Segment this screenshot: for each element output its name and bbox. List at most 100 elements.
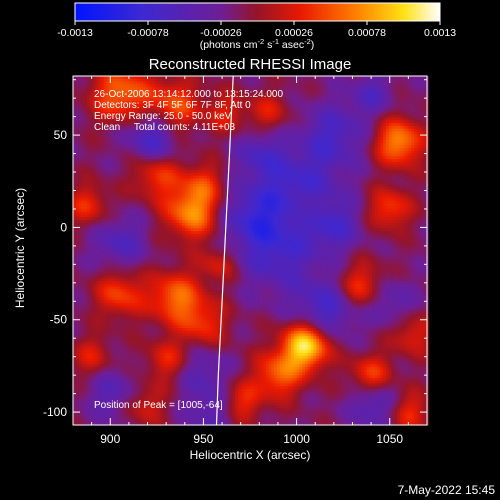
heatmap-cell	[318, 128, 323, 132]
heatmap-cell	[154, 167, 158, 171]
heatmap-cell	[310, 178, 314, 182]
heatmap-cell	[142, 172, 147, 177]
heatmap-cell	[338, 161, 342, 166]
heatmap-cell	[103, 153, 108, 157]
heatmap-cell	[260, 114, 264, 119]
heatmap-cell	[346, 117, 351, 121]
heatmap-cell	[310, 167, 314, 171]
heatmap-cell	[327, 148, 331, 152]
heatmap-cell	[173, 100, 177, 105]
heatmap-cell	[386, 148, 390, 152]
heatmap-cell	[156, 117, 161, 121]
heatmap-cell	[92, 109, 96, 113]
heatmap-cell	[413, 136, 418, 141]
heatmap-cell	[346, 181, 351, 185]
heatmap-cell	[154, 148, 158, 152]
heatmap-cell	[204, 139, 208, 144]
heatmap-cell	[405, 128, 409, 132]
heatmap-cell	[271, 125, 275, 130]
heatmap-cell	[100, 100, 105, 105]
heatmap-cell	[207, 84, 211, 88]
heatmap-cell	[302, 106, 306, 110]
heatmap-cell	[380, 159, 384, 163]
heatmap-cell	[277, 131, 281, 135]
heatmap-cell	[274, 178, 278, 182]
heatmap-cell	[377, 161, 382, 166]
heatmap-cell	[198, 109, 203, 113]
heatmap-cell	[268, 136, 273, 141]
heatmap-cell	[117, 148, 122, 152]
heatmap-cell	[249, 145, 253, 149]
heatmap-cell	[416, 112, 421, 116]
heatmap-cell	[346, 76, 351, 80]
heatmap-cell	[131, 117, 136, 121]
heatmap-cell	[391, 142, 395, 146]
heatmap-cell	[92, 112, 96, 116]
heatmap-cell	[293, 170, 298, 174]
heatmap-cell	[422, 76, 426, 80]
heatmap-cell	[75, 172, 80, 177]
heatmap-cell	[411, 156, 415, 160]
heatmap-cell	[402, 153, 407, 157]
heatmap-cell	[274, 120, 278, 124]
heatmap-cell	[363, 92, 368, 96]
heatmap-cell	[316, 156, 320, 160]
heatmap-cell	[103, 123, 108, 127]
heatmap-cell	[383, 81, 387, 85]
heatmap-cell	[402, 142, 407, 146]
heatmap-cell	[290, 109, 295, 113]
heatmap-cell	[349, 123, 354, 127]
heatmap-cell	[290, 117, 295, 121]
heatmap-cell	[198, 100, 203, 105]
heatmap-cell	[151, 106, 155, 110]
heatmap-cell	[386, 159, 390, 163]
heatmap-cell	[223, 87, 228, 91]
heatmap-cell	[335, 170, 340, 174]
heatmap-cell	[285, 172, 289, 177]
heatmap-cell	[399, 103, 404, 108]
heatmap-cell	[335, 109, 340, 113]
heatmap-cell	[397, 139, 401, 144]
heatmap-cell	[237, 92, 242, 96]
heatmap-cell	[388, 81, 393, 85]
heatmap-cell	[363, 156, 368, 160]
heatmap-cell	[75, 131, 80, 135]
heatmap-cell	[288, 181, 292, 185]
heatmap-cell	[237, 106, 242, 110]
heatmap-cell	[89, 100, 94, 105]
heatmap-cell	[181, 131, 186, 135]
heatmap-cell	[251, 136, 256, 141]
heatmap-cell	[243, 98, 247, 102]
heatmap-cell	[232, 84, 236, 88]
heatmap-cell	[145, 134, 150, 138]
heatmap-cell	[198, 114, 203, 119]
heatmap-cell	[397, 142, 401, 146]
heatmap-cell	[302, 123, 306, 127]
heatmap-cell	[109, 184, 113, 188]
heatmap-cell	[78, 128, 82, 132]
heatmap-cell	[422, 181, 426, 185]
heatmap-cell	[413, 103, 418, 108]
heatmap-cell	[413, 175, 418, 180]
heatmap-cell	[327, 81, 331, 85]
heatmap-cell	[142, 156, 147, 160]
heatmap-cell	[274, 128, 278, 132]
heatmap-cell	[168, 87, 172, 91]
heatmap-cell	[349, 145, 354, 149]
heatmap-cell	[265, 178, 270, 182]
heatmap-cell	[391, 81, 395, 85]
heatmap-cell	[140, 95, 144, 99]
heatmap-cell	[137, 164, 141, 168]
heatmap-cell	[198, 136, 203, 141]
heatmap-cell	[341, 95, 345, 99]
heatmap-cell	[366, 109, 370, 113]
heatmap-cell	[265, 134, 270, 138]
heatmap-cell	[422, 106, 426, 110]
heatmap-cell	[156, 78, 161, 83]
heatmap-cell	[168, 128, 172, 132]
heatmap-cell	[344, 170, 348, 174]
heatmap-cell	[162, 128, 166, 132]
heatmap-cell	[282, 81, 286, 85]
heatmap-cell	[388, 112, 393, 116]
heatmap-cell	[232, 89, 236, 94]
